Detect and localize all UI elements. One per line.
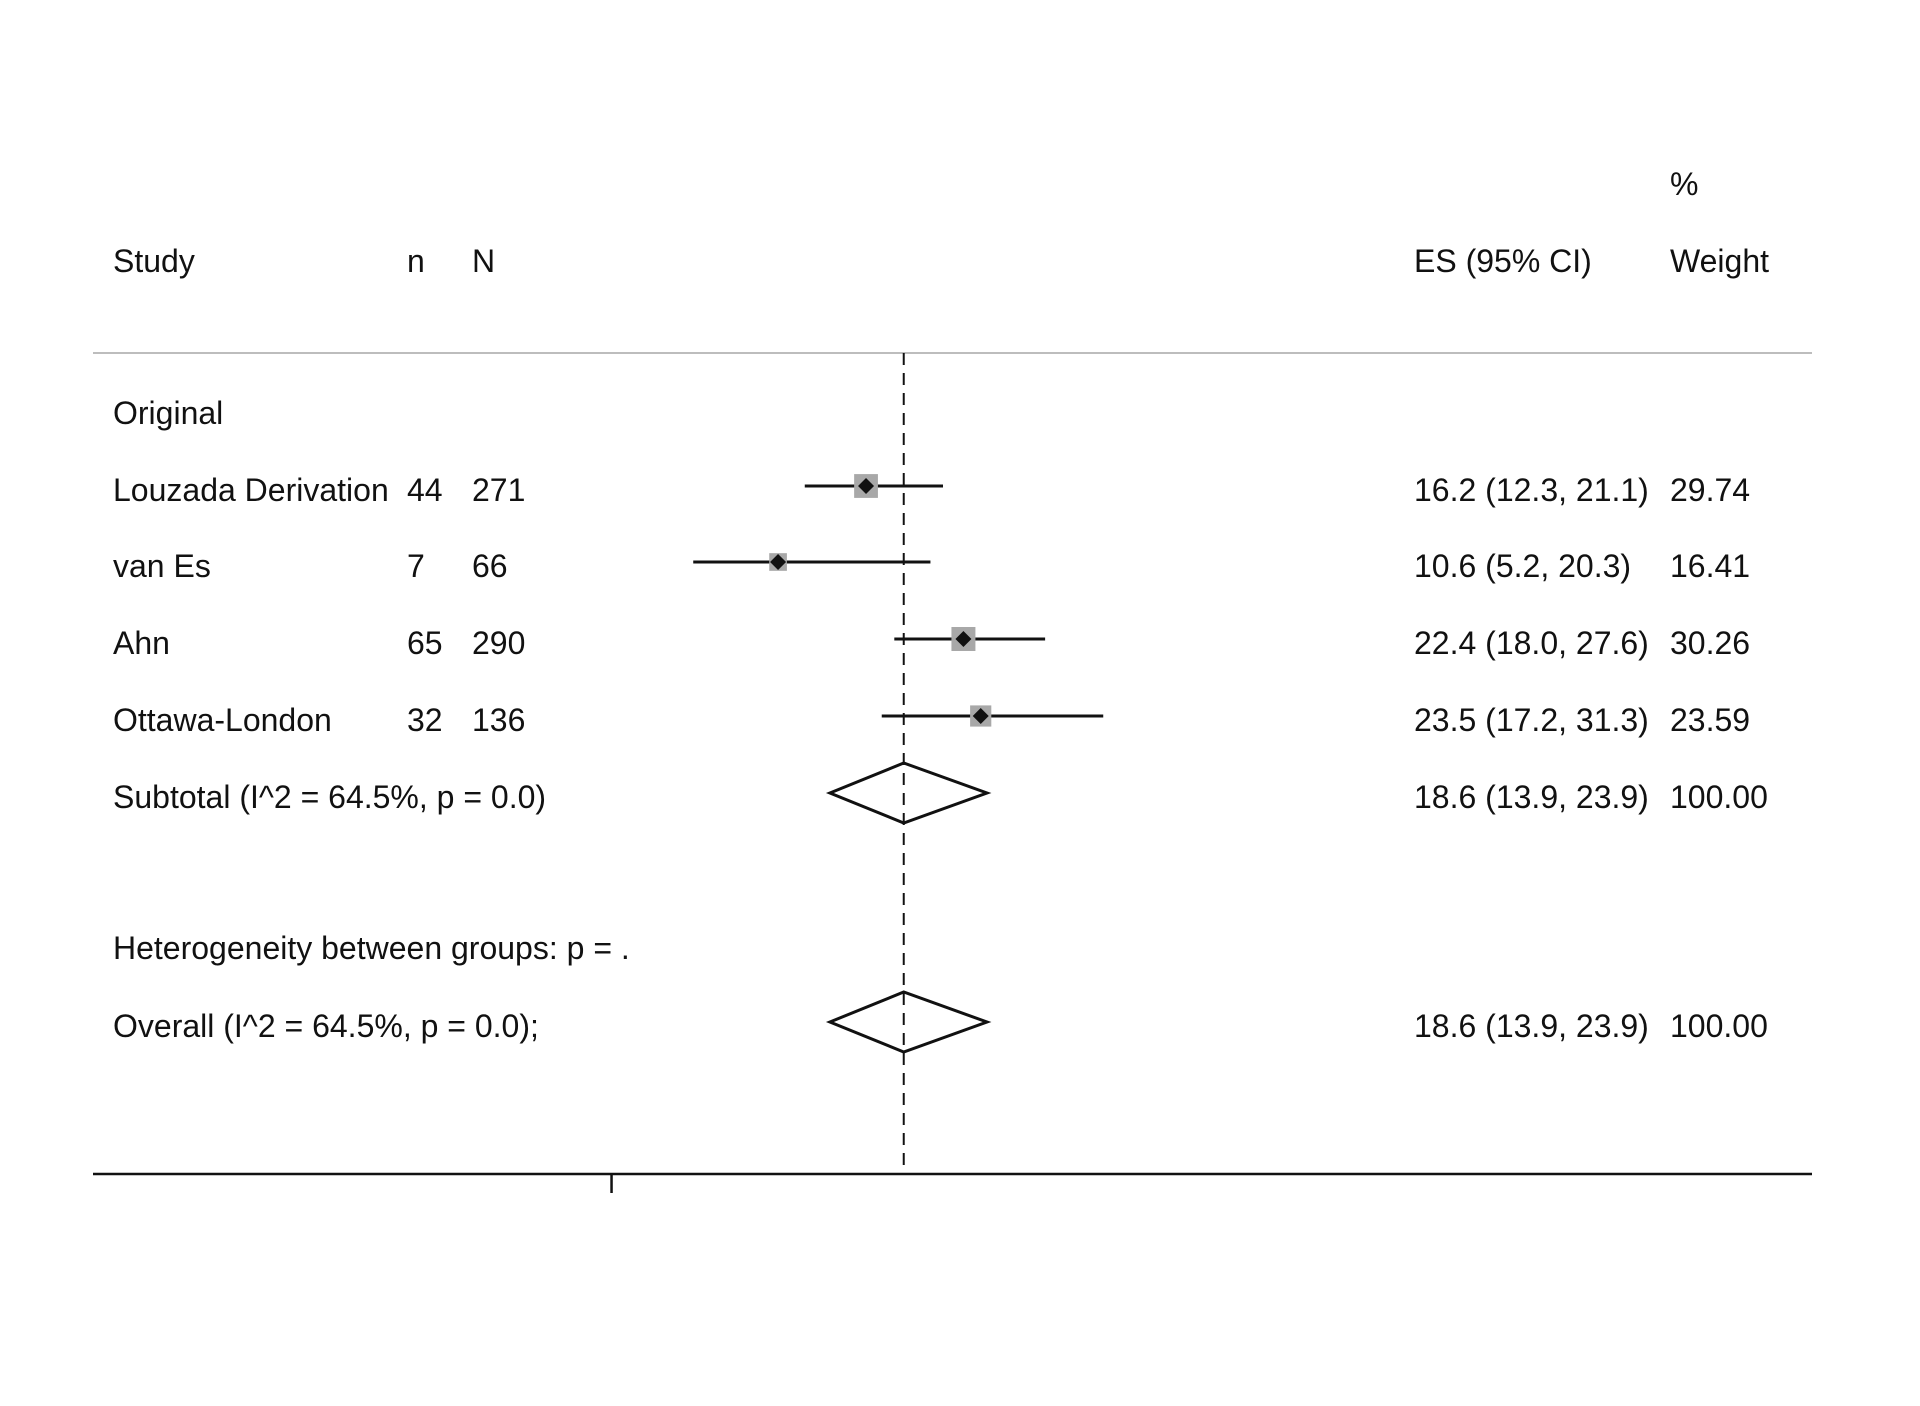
study-weight: 29.74 <box>1670 472 1750 508</box>
study-es-ci: 16.2 (12.3, 21.1) <box>1414 472 1649 508</box>
header-es-ci: ES (95% CI) <box>1414 243 1592 279</box>
point-estimate <box>770 554 787 570</box>
study-name: Ahn <box>113 625 170 661</box>
subtotal-weight: 100.00 <box>1670 779 1768 815</box>
heterogeneity-label: Heterogeneity between groups: p = . <box>113 930 630 966</box>
study-n: 44 <box>407 472 443 508</box>
study-N: 136 <box>472 702 525 738</box>
header-study: Study <box>113 243 195 279</box>
header-n: n <box>407 243 425 279</box>
study-rows: Louzada Derivation 44 271 16.2 (12.3, 21.1)… <box>113 472 1768 1054</box>
study-row: Ahn 65 290 22.4 (18.0, 27.6) 30.26 <box>113 625 1750 661</box>
header-weight: Weight <box>1670 243 1769 279</box>
study-weight: 16.41 <box>1670 548 1750 584</box>
study-weight: 23.59 <box>1670 702 1750 738</box>
group-label: Original <box>113 395 223 431</box>
overall-label: Overall (I^2 = 64.5%, p = 0.0); <box>113 1008 539 1044</box>
study-name: Louzada Derivation <box>113 472 389 508</box>
subtotal-es-ci: 18.6 (13.9, 23.9) <box>1414 779 1649 815</box>
overall-row: Overall (I^2 = 64.5%, p = 0.0); 18.6 (13.… <box>113 990 1768 1054</box>
subtotal-diamond <box>825 761 992 825</box>
study-name: van Es <box>113 548 211 584</box>
study-name: Ottawa-London <box>113 702 332 738</box>
study-N: 290 <box>472 625 525 661</box>
study-es-ci: 22.4 (18.0, 27.6) <box>1414 625 1649 661</box>
point-estimate <box>858 478 875 494</box>
study-row: van Es 7 66 10.6 (5.2, 20.3) 16.41 <box>113 548 1750 584</box>
study-N: 66 <box>472 548 508 584</box>
point-estimate <box>972 708 989 724</box>
point-estimate <box>955 631 972 647</box>
study-n: 7 <box>407 548 425 584</box>
overall-weight: 100.00 <box>1670 1008 1768 1044</box>
study-row: Ottawa-London 32 136 23.5 (17.2, 31.3) 23.59 <box>113 702 1750 738</box>
study-es-ci: 23.5 (17.2, 31.3) <box>1414 702 1649 738</box>
study-n: 65 <box>407 625 443 661</box>
study-es-ci: 10.6 (5.2, 20.3) <box>1414 548 1631 584</box>
header-N: N <box>472 243 495 279</box>
study-N: 271 <box>472 472 525 508</box>
header-weight-percent: % <box>1670 166 1698 202</box>
study-row: Louzada Derivation 44 271 16.2 (12.3, 21.1)… <box>113 472 1750 508</box>
subtotal-row: Subtotal (I^2 = 64.5%, p = 0.0) 18.6 (13.… <box>113 761 1768 825</box>
subtotal-label: Subtotal (I^2 = 64.5%, p = 0.0) <box>113 779 546 815</box>
study-weight: 30.26 <box>1670 625 1750 661</box>
overall-diamond <box>825 990 992 1054</box>
study-n: 32 <box>407 702 443 738</box>
overall-es-ci: 18.6 (13.9, 23.9) <box>1414 1008 1649 1044</box>
